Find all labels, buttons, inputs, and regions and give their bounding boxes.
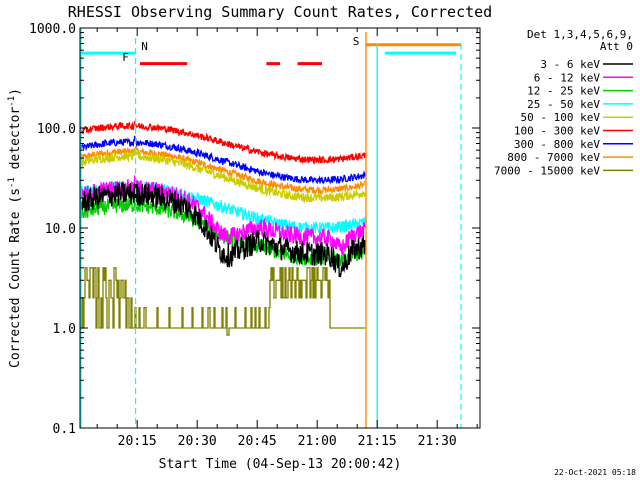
legend-entry-label: 7000 - 15000 keV — [494, 164, 600, 177]
timestamp: 22-Oct-2021 05:18 — [554, 468, 636, 477]
legend-entry-label: 25 - 50 keV — [527, 98, 600, 111]
x-tick-label: 20:30 — [178, 434, 217, 449]
y-axis-label: Corrected Count Rate (s-1 detector-1) — [7, 88, 23, 368]
y-tick-label: 1000.0 — [29, 22, 76, 37]
series-line — [79, 175, 366, 256]
series-line — [79, 145, 366, 196]
x-axis-label: Start Time (04-Sep-13 20:00:42) — [159, 457, 402, 472]
x-tick-label: 21:00 — [298, 434, 337, 449]
series-line — [79, 147, 366, 205]
legend-header-attenuator: Att 0 — [600, 40, 633, 53]
flare-flag-label: F — [122, 51, 129, 64]
flag-layer: FN S — [80, 28, 462, 428]
legend-entry-label: 50 - 100 keV — [521, 111, 601, 124]
legend-entry-label: 6 - 12 keV — [534, 71, 601, 84]
legend-header-detectors: Det 1,3,4,5,6,9, — [527, 28, 633, 41]
data-layer — [79, 120, 366, 336]
series-line — [79, 135, 366, 185]
series-line — [79, 120, 366, 165]
legend-entry-label: 12 - 25 keV — [527, 85, 600, 98]
y-tick-label: 1.0 — [53, 322, 76, 337]
series-line — [80, 267, 365, 336]
axis-layer: 0.1 1.0 10.0 100.0 1000.0 20:15 20:30 20:45 21:0… — [29, 22, 480, 449]
legend-entry-label: 300 - 800 keV — [514, 138, 600, 151]
x-tick-label: 21:15 — [358, 434, 397, 449]
y-tick-label: 100.0 — [37, 122, 76, 137]
saa-flag-label: S — [353, 35, 360, 48]
chart-title: RHESSI Observing Summary Count Rates, Co… — [68, 3, 492, 21]
legend-entry-label: 3 - 6 keV — [540, 58, 600, 71]
x-tick-label: 21:30 — [418, 434, 457, 449]
night-flag-label: N — [141, 40, 148, 53]
y-tick-label: 0.1 — [53, 422, 76, 437]
legend-entry-label: 100 - 300 keV — [514, 125, 600, 138]
x-tick-label: 20:45 — [238, 434, 277, 449]
series-line — [79, 180, 366, 278]
x-tick-label: 20:15 — [118, 434, 157, 449]
legend-entry-label: 800 - 7000 keV — [507, 151, 600, 164]
y-tick-label: 10.0 — [45, 222, 76, 237]
